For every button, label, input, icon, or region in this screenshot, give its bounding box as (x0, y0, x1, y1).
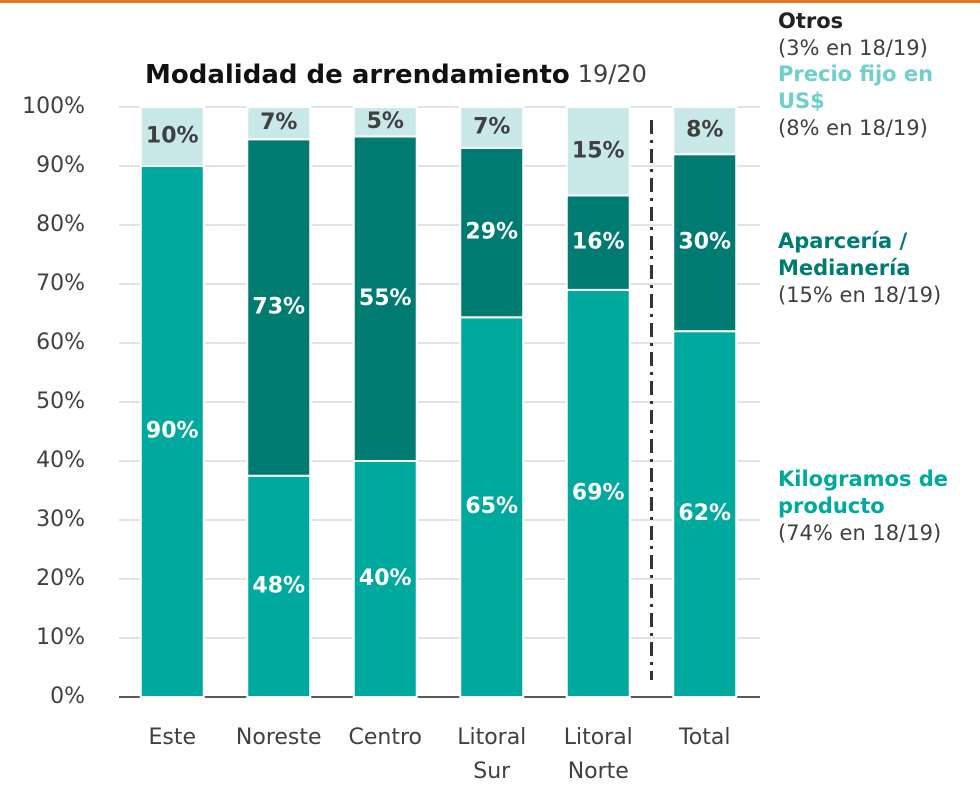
bar-segment (352, 106, 418, 138)
bar-segment (565, 288, 631, 698)
bar-segment (672, 153, 738, 333)
bar-segment (459, 106, 525, 149)
y-tick-label: 70% (36, 271, 85, 296)
y-tick-label: 40% (36, 448, 85, 473)
y-tick-label: 90% (36, 153, 85, 178)
data-label: 48% (252, 573, 305, 598)
data-label: 55% (359, 286, 412, 311)
data-label: 7% (260, 110, 297, 135)
chart-title-group: Modalidad de arrendamiento 19/20 (145, 60, 647, 90)
x-tick-label: Total (679, 725, 731, 750)
data-label: 29% (465, 220, 518, 245)
x-tick-label: Centro (348, 725, 423, 750)
legend-entry: Aparcería / Medianería (15% en 18/19) (778, 228, 974, 309)
x-tick-label: Litoral Sur (457, 725, 527, 784)
y-tick-label: 100% (22, 94, 85, 119)
data-label: 10% (146, 124, 199, 149)
legend-name: Kilogramos de producto (778, 467, 949, 518)
chart-title: Modalidad de arrendamiento (145, 60, 570, 90)
legend-note: (8% en 18/19) (778, 116, 928, 140)
data-label: 8% (686, 118, 723, 143)
bar-segment (565, 106, 631, 197)
bar-segment (246, 138, 312, 477)
y-tick-label: 80% (36, 212, 85, 237)
legend-entry: Precio fijo en US$ (8% en 18/19) (778, 61, 974, 142)
y-tick-label: 50% (36, 389, 85, 414)
legend-name: Precio fijo en US$ (778, 62, 934, 113)
legend-entry: Kilogramos de producto (74% en 18/19) (778, 466, 974, 547)
bar-segment (459, 316, 525, 698)
legend-note: (74% en 18/19) (778, 521, 942, 545)
top-rule (0, 0, 980, 3)
x-tick-label: Este (148, 725, 197, 750)
data-label: 15% (572, 138, 625, 163)
data-label: 16% (572, 230, 625, 255)
legend-note: (3% en 18/19) (778, 36, 928, 60)
data-label: 69% (572, 480, 625, 505)
y-tick-label: 20% (36, 566, 85, 591)
bar-segment (352, 460, 418, 698)
data-label: 40% (359, 566, 412, 591)
y-tick-label: 60% (36, 330, 85, 355)
legend-entry: Otros (3% en 18/19) (778, 8, 974, 62)
bar-segment (672, 106, 738, 156)
legend-name: Otros (778, 9, 844, 33)
data-label: 65% (465, 494, 518, 519)
y-tick-label: 30% (36, 507, 85, 532)
data-label: 7% (473, 114, 510, 139)
legend-name: Aparcería / Medianería (778, 229, 911, 280)
data-label: 62% (678, 501, 731, 526)
y-tick-label: 10% (36, 625, 85, 650)
bar-segment (459, 146, 525, 319)
bar-segment (139, 106, 205, 167)
data-label: 5% (367, 109, 404, 134)
data-label: 90% (146, 419, 199, 444)
data-label: 73% (252, 295, 305, 320)
legend-note: (15% en 18/19) (778, 283, 942, 307)
bar-segment (246, 106, 312, 141)
bar-segment (672, 330, 738, 698)
y-tick-label: 0% (50, 684, 85, 709)
x-tick-label: Litoral Norte (563, 725, 633, 784)
bar-segment (246, 474, 312, 698)
data-label: 30% (678, 230, 731, 255)
bar-segment (139, 165, 205, 698)
chart-subtitle: 19/20 (578, 60, 647, 88)
x-tick-label: Noreste (235, 725, 322, 750)
